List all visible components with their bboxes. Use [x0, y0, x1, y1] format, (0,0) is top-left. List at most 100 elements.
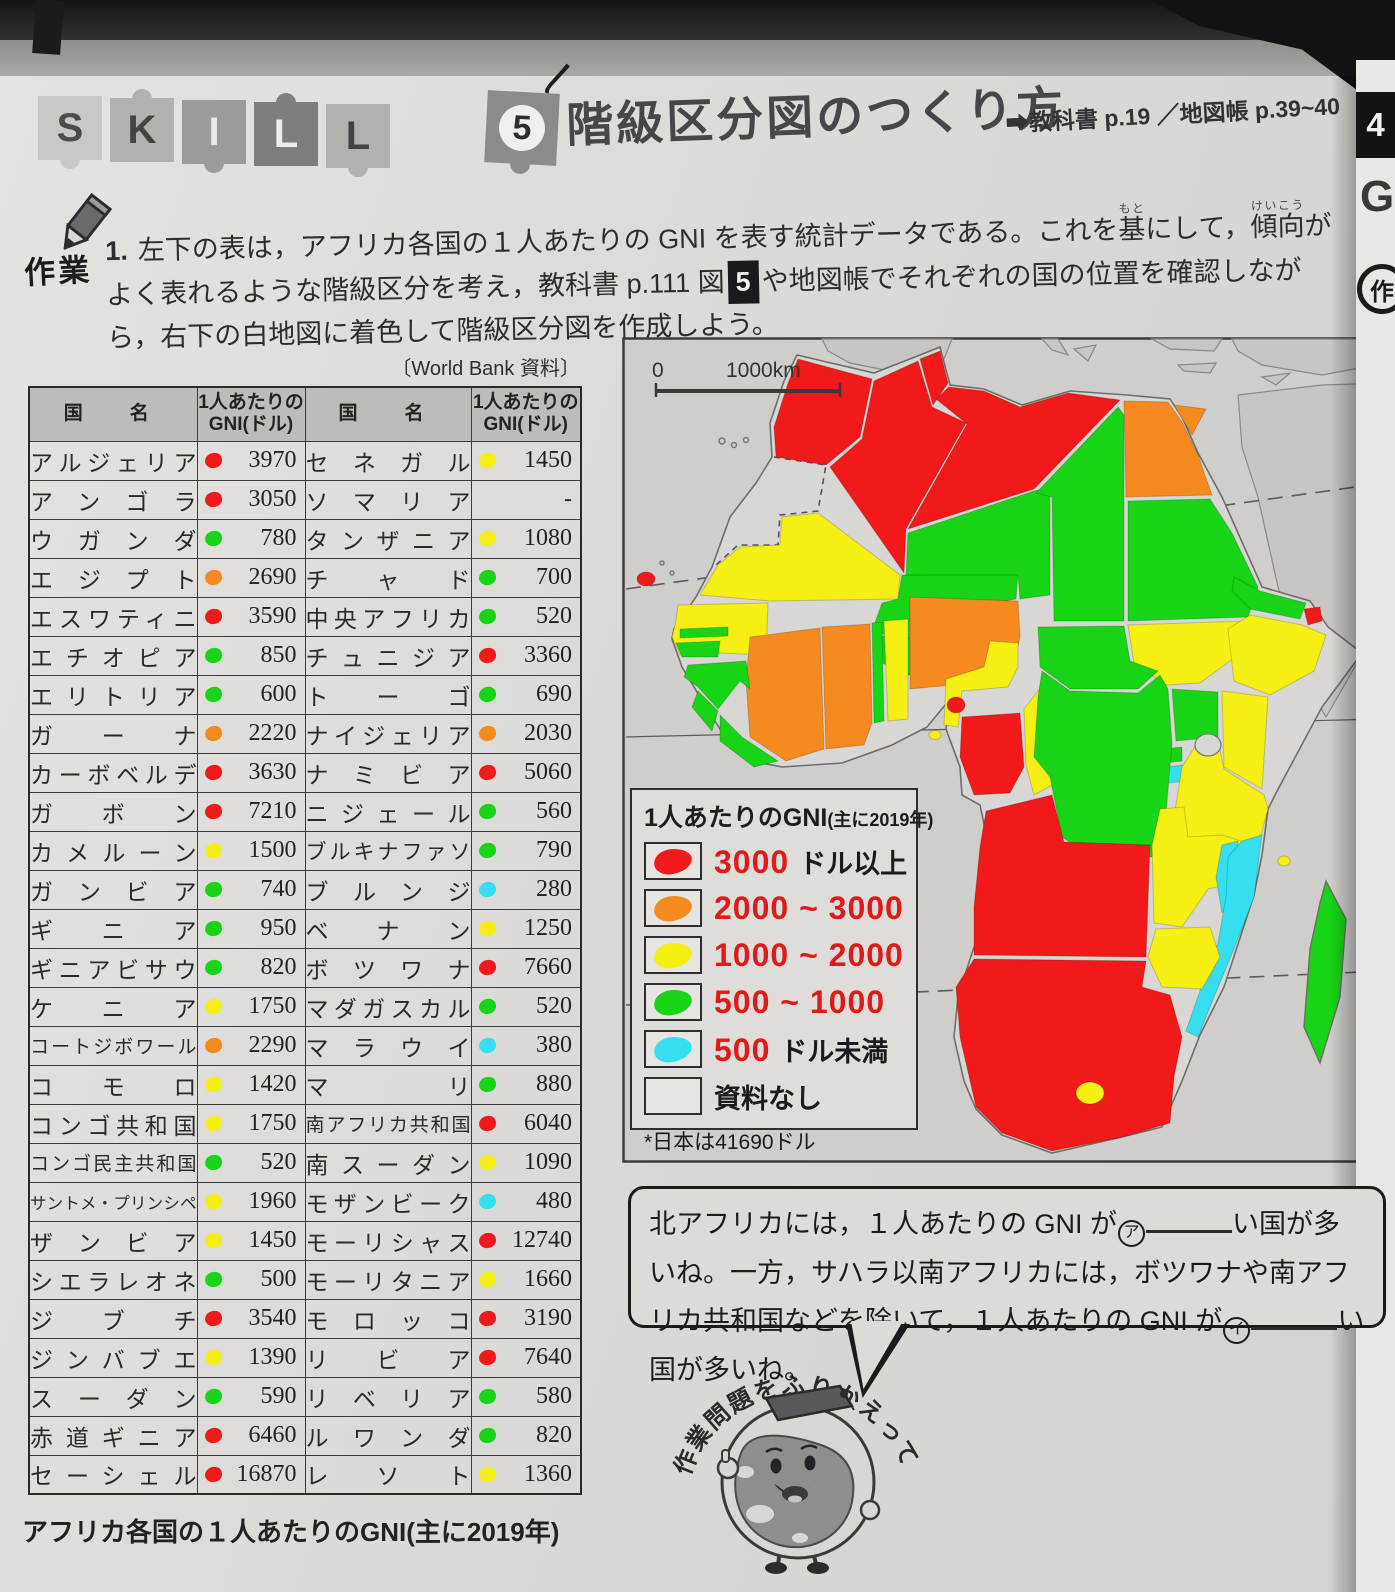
- skill-letter: S: [56, 105, 84, 150]
- gni-value: 520: [196, 1142, 306, 1183]
- green-dot-icon: [203, 958, 223, 977]
- puzzle-piece: K: [110, 98, 174, 162]
- task-label: 作業: [23, 252, 94, 291]
- gni-value: 740: [196, 869, 306, 910]
- bubble-text: 北アフリカには，１人あたりの GNI が: [649, 1209, 1118, 1239]
- yellow-dot-icon: [477, 1465, 497, 1483]
- gni-value: 7640: [470, 1337, 582, 1378]
- corner-shadow: [32, 0, 64, 55]
- ruby-word: 基もと: [1117, 201, 1146, 245]
- svg-text:0: 0: [652, 359, 664, 382]
- green-dot-icon: [477, 1426, 497, 1445]
- legend-swatch: [644, 842, 702, 880]
- gni-value: 3590: [196, 596, 306, 637]
- country-name: 南スーダン: [304, 1142, 472, 1183]
- gni-value: 560: [470, 791, 582, 832]
- red-dot-icon: [203, 802, 223, 821]
- country-djibouti: [1303, 606, 1323, 626]
- green-dot-icon: [203, 880, 223, 899]
- gni-value: 2030: [470, 713, 582, 754]
- gni-value: 820: [196, 947, 306, 988]
- gni-value: 790: [470, 830, 582, 871]
- red-dot-icon: [203, 490, 223, 509]
- yellow-dot-icon: [203, 1192, 223, 1211]
- gni-value: -: [470, 479, 582, 520]
- gni-value: 1360: [470, 1454, 582, 1495]
- next-page-letter: G: [1360, 172, 1395, 221]
- country-name: チュニジア: [304, 635, 472, 676]
- figure-number-box: 5: [727, 260, 760, 305]
- gni-value: 1960: [196, 1181, 306, 1222]
- table-row: アルジェリア 3970 セネガル 1450: [28, 440, 582, 481]
- table-row: スーダン 590 リベリア 580: [28, 1376, 582, 1417]
- country-name: ザンビア: [28, 1220, 198, 1261]
- non-africa-land: [821, 338, 1387, 719]
- table-row: コンゴ共和国 1750 南アフリカ共和国 6040: [28, 1103, 582, 1144]
- gni-value: 16870: [196, 1454, 306, 1495]
- legend-swatch: [644, 936, 702, 974]
- table-row: アンゴラ 3050 ソマリア -: [28, 479, 582, 520]
- col-header-gni: 1人あたりの GNI(ドル): [470, 386, 582, 442]
- table-row: ジンバブエ 1390 リビア 7640: [28, 1337, 582, 1378]
- gni-table: 国 名 1人あたりの GNI(ドル) 国 名 1人あたりの GNI(ドル) アルジェ…: [28, 386, 582, 1495]
- country-name: コートジボワール: [28, 1025, 198, 1066]
- gni-value: 1390: [196, 1337, 306, 1378]
- yellow-dot-icon: [477, 529, 497, 548]
- legend-item: 500 ~ 1000: [644, 982, 906, 1022]
- country-guinea: [683, 660, 751, 710]
- green-dot-icon: [477, 1075, 497, 1094]
- gni-value: 1090: [470, 1142, 582, 1183]
- gni-value: 3050: [196, 479, 306, 520]
- country-cape_verde: [636, 571, 656, 587]
- country-ghana: [821, 623, 873, 750]
- country-name: スーダン: [28, 1376, 198, 1417]
- country-name: マリ: [304, 1064, 472, 1105]
- country-central_african_republic: [1037, 625, 1159, 690]
- country-name: カーボベルデ: [28, 752, 198, 793]
- skill-letter: L: [345, 113, 371, 158]
- gni-value: 2220: [196, 713, 306, 754]
- legend-label: 500 ~ 1000: [714, 983, 886, 1020]
- svg-text:1000km: 1000km: [726, 359, 801, 382]
- country-name: リビア: [304, 1337, 472, 1378]
- table-header-row: 国 名 1人あたりの GNI(ドル) 国 名 1人あたりの GNI(ドル): [28, 386, 582, 442]
- country-name: ルワンダ: [304, 1415, 472, 1456]
- orange-dot-icon: [203, 1036, 223, 1055]
- country-name: サントメ・プリンシペ: [28, 1181, 198, 1222]
- cyan-dot-icon: [477, 880, 497, 899]
- legend-title: 1人あたりのGNI(主に2019年): [644, 804, 934, 832]
- green-dot-icon: [477, 1387, 497, 1406]
- green-dot-icon: [477, 802, 497, 821]
- country-name: エチオピア: [28, 635, 198, 676]
- country-liberia: [719, 713, 780, 768]
- map-scale-bar: 0 1000km: [652, 359, 842, 397]
- orange-dot-icon: [477, 724, 497, 743]
- red-dot-icon: [477, 1114, 497, 1133]
- gni-value: 820: [470, 1415, 582, 1456]
- red-dot-icon: [477, 763, 497, 782]
- gni-value: 2690: [196, 557, 306, 598]
- country-mozambique: [1185, 834, 1263, 1038]
- table-row: コンゴ民主共和国 520 南スーダン 1090: [28, 1142, 582, 1183]
- next-page-edge: [1356, 60, 1395, 1592]
- table-row: エスワティニ 3590 中央アフリカ 520: [28, 596, 582, 637]
- puzzle-piece: I: [182, 100, 246, 164]
- country-name: カメルーン: [28, 830, 198, 871]
- country-algeria: [829, 360, 967, 575]
- red-dot-icon: [477, 1231, 497, 1250]
- table-row: ガンビア 740 ブルンジ 280: [28, 869, 582, 910]
- country-name: アルジェリア: [28, 440, 198, 481]
- table-row: カーボベルデ 3630 ナミビア 5060: [28, 752, 582, 793]
- country-angola: [973, 794, 1151, 958]
- country-name: ボツワナ: [304, 947, 472, 988]
- country-name: モーリタニア: [304, 1259, 472, 1300]
- gni-value: 3630: [196, 752, 306, 793]
- yellow-dot-icon: [203, 1075, 223, 1094]
- orange-dot-icon: [203, 568, 223, 587]
- table-row: エチオピア 850 チュニジア 3360: [28, 635, 582, 676]
- legend-label: 500 ドル未満: [714, 1031, 889, 1068]
- country-chad: [1035, 406, 1125, 622]
- cyan-dot-icon: [477, 1192, 497, 1211]
- gni-value: 1080: [470, 518, 582, 559]
